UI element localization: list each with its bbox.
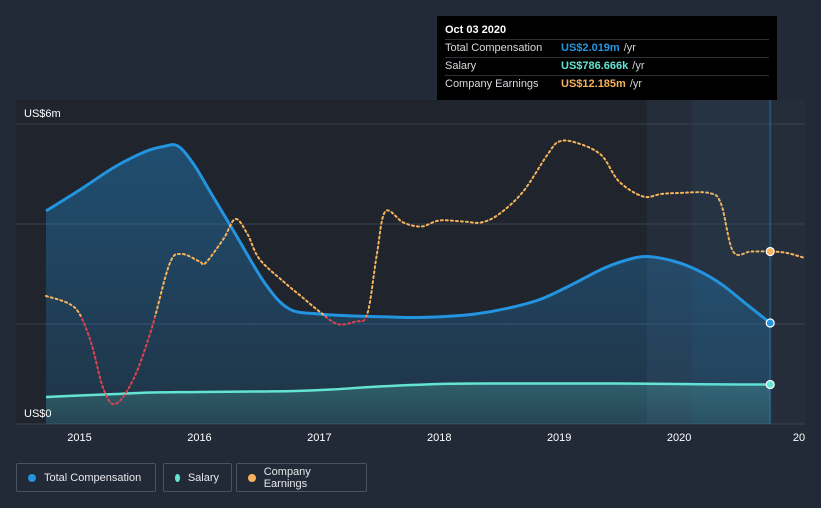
total-compensation-area bbox=[46, 144, 771, 424]
x-tick-label: 2019 bbox=[547, 432, 571, 444]
salary-hover-marker bbox=[765, 379, 775, 390]
legend-item-company-earnings[interactable]: Company Earnings bbox=[236, 463, 367, 492]
x-tick-label: 2015 bbox=[67, 432, 91, 444]
total-compensation-line bbox=[45, 143, 772, 325]
tooltip-row-company-earnings: Company Earnings US$12.185m /yr bbox=[445, 75, 769, 93]
tooltip-label: Total Compensation bbox=[445, 42, 543, 54]
tooltip-date: Oct 03 2020 bbox=[445, 24, 507, 36]
salary-line bbox=[45, 382, 771, 399]
total-compensation-hover-marker bbox=[765, 318, 775, 328]
y-axis-label-bottom: US$0 bbox=[24, 408, 52, 420]
tooltip-unit: /yr bbox=[629, 78, 643, 90]
legend-dot-icon bbox=[28, 473, 36, 482]
legend-label: Total Compensation bbox=[44, 471, 142, 484]
legend-item-total-compensation[interactable]: Total Compensation bbox=[16, 463, 156, 492]
x-tick-label: 2020 bbox=[667, 432, 691, 444]
legend-label: Company Earnings bbox=[263, 465, 311, 490]
tooltip-unit: /yr bbox=[632, 60, 645, 72]
legend-dot-icon bbox=[248, 473, 256, 482]
x-tick-label: 2017 bbox=[307, 432, 331, 444]
x-tick-label: 20 bbox=[793, 432, 805, 444]
tooltip-unit: /yr bbox=[623, 42, 636, 54]
x-tick-label: 2016 bbox=[187, 432, 211, 444]
y-axis-label-top: US$6m bbox=[24, 108, 61, 120]
salary-area bbox=[46, 383, 771, 424]
legend-item-salary[interactable]: Salary bbox=[163, 463, 232, 492]
legend-label: Salary bbox=[187, 471, 219, 484]
company-earnings-hover-marker bbox=[765, 246, 775, 257]
tooltip-value: US$786.666k bbox=[561, 60, 629, 72]
tooltip-label: Salary bbox=[445, 60, 477, 72]
tooltip-row-salary: Salary US$786.666k /yr bbox=[445, 57, 769, 75]
x-tick-label: 2018 bbox=[427, 432, 451, 444]
tooltip-value: US$12.185m bbox=[561, 78, 626, 90]
tooltip-value: US$2.019m bbox=[561, 42, 620, 54]
hover-band bbox=[691, 100, 771, 424]
hover-line bbox=[769, 100, 772, 424]
tooltip-row-total-compensation: Total Compensation US$2.019m /yr bbox=[445, 39, 769, 57]
legend-dot-icon bbox=[175, 473, 180, 482]
company-earnings-line bbox=[45, 139, 805, 317]
tooltip-label: Company Earnings bbox=[445, 78, 539, 90]
hover-tooltip: Oct 03 2020 Total Compensation US$2.019m… bbox=[437, 16, 777, 100]
